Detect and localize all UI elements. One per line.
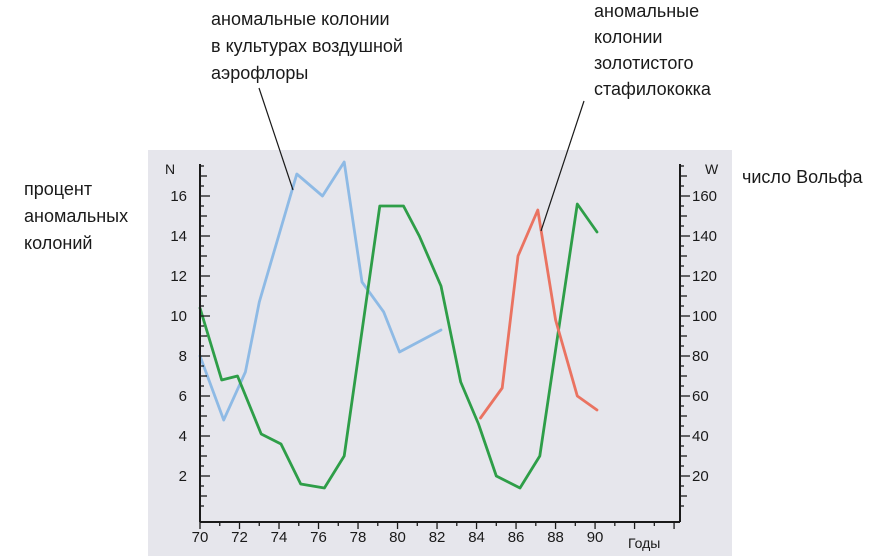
- staphylococcus-anomalous-colonies-line: [479, 208, 599, 420]
- left-tick-label: 6: [179, 388, 187, 405]
- x-tick-label: 90: [587, 529, 604, 546]
- staphylococcus-annotation: аномальные колонии золотистого стафилоко…: [540, 1, 712, 232]
- x-tick-label: 70: [192, 529, 209, 546]
- x-tick-label: 82: [429, 529, 446, 546]
- annotation-line: золотистого: [594, 53, 694, 73]
- x-tick-label: 78: [350, 529, 367, 546]
- right-tick-label: 120: [692, 268, 717, 285]
- x-axis-label: Годы: [628, 535, 660, 551]
- left-axis-title-line: процент: [24, 179, 92, 199]
- left-axis-title-line: колоний: [24, 233, 92, 253]
- staphylococcus-annotation-leader: [540, 100, 585, 232]
- x-tick-label: 86: [508, 529, 525, 546]
- x-tick-label: 72: [231, 529, 248, 546]
- right-tick-label: 140: [692, 228, 717, 245]
- series-lines: [198, 160, 599, 490]
- annotation-line: аэрофлоры: [211, 63, 308, 83]
- aeroflora-annotation: аномальные колонии в культурах воздушной…: [211, 9, 403, 191]
- x-tick-label: 74: [271, 529, 288, 546]
- annotation-line: аномальные: [594, 1, 699, 21]
- left-tick-label: 16: [170, 188, 187, 205]
- left-axis-symbol: N: [165, 161, 175, 177]
- right-tick-label: 20: [692, 468, 709, 485]
- right-axis-title: число Вольфа: [742, 167, 863, 187]
- aeroflora-annotation-leader: [258, 87, 294, 191]
- left-axis-title-line: аномальных: [24, 206, 128, 226]
- x-tick-label: 88: [547, 529, 564, 546]
- left-axis-title: процент аномальных колоний: [24, 179, 128, 253]
- wolf-number-line: [198, 202, 599, 490]
- x-tick-label: 84: [468, 529, 485, 546]
- annotation-line: колонии: [594, 27, 662, 47]
- plot-background: [148, 150, 732, 556]
- right-tick-label: 160: [692, 188, 717, 205]
- annotation-line: стафилококка: [594, 79, 712, 99]
- annotation-line: аномальные колонии: [211, 9, 390, 29]
- x-tick-label: 80: [389, 529, 406, 546]
- tick-labels: 70 72 74 76 78 80 82 84 86 88 90 2 4 6 8 10 12 14 16 20 40 60…: [170, 188, 717, 546]
- left-tick-label: 2: [179, 468, 187, 485]
- annotation-line: в культурах воздушной: [211, 36, 403, 56]
- right-tick-label: 60: [692, 388, 709, 405]
- x-tick-label: 76: [310, 529, 327, 546]
- right-tick-label: 40: [692, 428, 709, 445]
- left-tick-label: 8: [179, 348, 187, 365]
- left-tick-label: 4: [179, 428, 187, 445]
- left-tick-label: 10: [170, 308, 187, 325]
- left-tick-label: 14: [170, 228, 187, 245]
- left-tick-label: 12: [170, 268, 187, 285]
- right-tick-label: 100: [692, 308, 717, 325]
- right-axis-symbol: W: [705, 161, 719, 177]
- right-tick-label: 80: [692, 348, 709, 365]
- aeroflora-anomalous-colonies-line: [198, 160, 443, 422]
